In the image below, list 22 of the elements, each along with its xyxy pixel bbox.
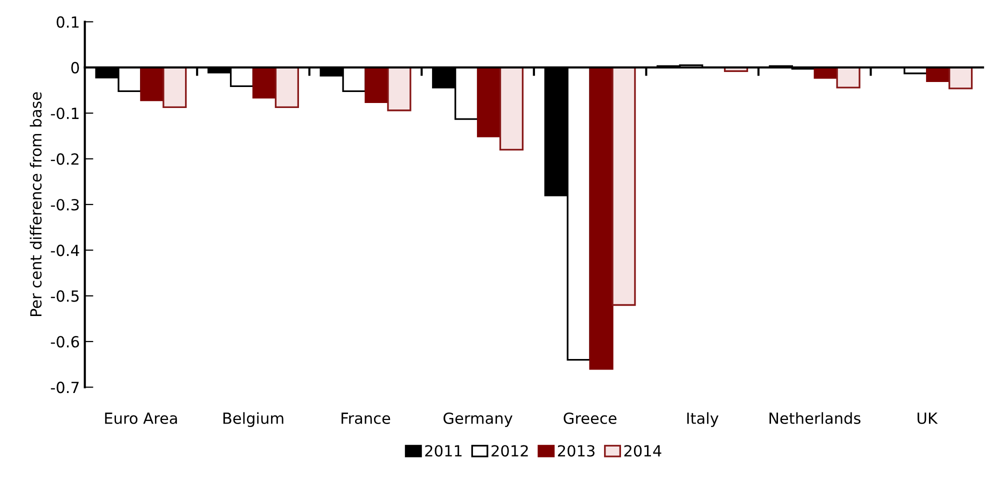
y-axis-title: Per cent difference from base: [30, 92, 42, 316]
y-tick-label: 0: [71, 62, 79, 74]
y-tick-label: -0.5: [50, 290, 79, 302]
x-tick-label: Euro Area: [105, 412, 177, 424]
y-tick-label: -0.7: [50, 382, 79, 394]
x-tick-label: Belgium: [223, 412, 284, 427]
legend-label: 2013: [558, 445, 595, 457]
legend-label: 2012: [492, 445, 528, 457]
x-tick-label: Greece: [564, 412, 616, 424]
x-tick-label: Netherlands: [770, 412, 860, 424]
legend-label: 2011: [425, 445, 462, 457]
y-tick-label: -0.4: [50, 244, 80, 256]
x-tick-label: UK: [918, 412, 938, 424]
y-tick-label: -0.3: [50, 198, 79, 211]
legend-label: 2014: [624, 445, 662, 457]
y-tick-label: -0.2: [50, 153, 78, 165]
x-tick-label: France: [342, 412, 390, 424]
y-tick-label: 0.1: [56, 16, 79, 28]
x-tick-label: Germany: [444, 412, 512, 427]
x-tick-label: Italy: [687, 412, 718, 427]
y-tick-label: -0.6: [50, 336, 80, 348]
y-tick-label: -0.1: [50, 108, 79, 120]
